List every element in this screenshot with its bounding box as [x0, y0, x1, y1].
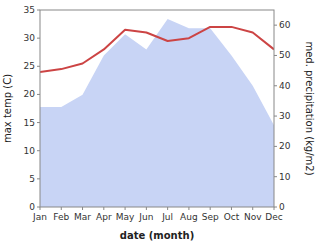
x-tick: [210, 207, 211, 210]
x-tick: [252, 207, 253, 210]
x-tick: [125, 207, 126, 210]
x-tick: [103, 207, 104, 210]
axes: 0 5 10 15 20 25 30 35 0 10 20 30 40 50 60 Jan Feb Mar Apr M…: [24, 5, 291, 222]
x-tick-label: Nov: [244, 212, 262, 222]
y-tick-label: 0: [29, 202, 35, 212]
y-tick-label: 15: [24, 118, 35, 128]
x-axis-label: date (month): [120, 230, 194, 241]
y2-tick-label: 50: [279, 50, 291, 60]
y-tick-label: 10: [24, 146, 36, 156]
plot-frame: [40, 10, 274, 207]
plot-data: [40, 19, 274, 207]
y2-tick: [274, 55, 277, 56]
y2-tick: [274, 146, 277, 147]
y2-tick-label: 0: [279, 202, 285, 212]
x-tick-label: Feb: [53, 212, 69, 222]
y2-tick: [274, 25, 277, 26]
x-tick: [274, 207, 275, 210]
x-tick-label: Oct: [224, 212, 240, 222]
y2-tick-label: 30: [279, 111, 291, 121]
x-tick-label: May: [116, 212, 135, 222]
x-tick-label: Sep: [202, 212, 219, 222]
temperature-line: [40, 27, 274, 72]
x-tick-label: Jun: [138, 212, 153, 222]
y-tick-label: 35: [24, 5, 35, 15]
y-axis-label: max temp (C): [2, 74, 13, 143]
y2-axis-label: med. precipitation (kg/m2): [304, 41, 315, 175]
x-tick: [167, 207, 168, 210]
precipitation-area: [40, 19, 274, 207]
x-tick-label: Mar: [74, 212, 91, 222]
y-tick: [37, 94, 40, 95]
x-tick-label: Aug: [180, 212, 198, 222]
x-tick: [61, 207, 62, 210]
y-tick: [37, 10, 40, 11]
y-tick-label: 20: [24, 89, 36, 99]
y-tick: [37, 122, 40, 123]
x-tick-label: Apr: [96, 212, 112, 222]
y2-tick-label: 40: [279, 81, 291, 91]
x-tick: [40, 207, 41, 210]
y2-tick-label: 60: [279, 20, 291, 30]
y2-tick-label: 10: [279, 172, 291, 182]
x-tick-label: Jan: [32, 212, 47, 222]
y2-tick: [274, 85, 277, 86]
y2-tick-label: 20: [279, 141, 291, 151]
chart-svg: 0 5 10 15 20 25 30 35 0 10 20 30 40 50 60 Jan Feb Mar Apr M…: [0, 0, 318, 247]
y-tick-label: 25: [24, 61, 35, 71]
y-tick: [37, 66, 40, 67]
x-tick: [188, 207, 189, 210]
x-tick: [231, 207, 232, 210]
y-tick: [37, 150, 40, 151]
x-tick-label: Dec: [265, 212, 282, 222]
y2-tick: [274, 176, 277, 177]
y-tick-label: 30: [24, 33, 36, 43]
y-tick: [37, 38, 40, 39]
y-tick: [37, 178, 40, 179]
x-tick: [82, 207, 83, 210]
x-tick: [146, 207, 147, 210]
chart-container: 0 5 10 15 20 25 30 35 0 10 20 30 40 50 60 Jan Feb Mar Apr M…: [0, 0, 318, 247]
y-tick-label: 5: [29, 174, 35, 184]
x-tick-label: Jul: [161, 212, 173, 222]
y2-tick: [274, 116, 277, 117]
